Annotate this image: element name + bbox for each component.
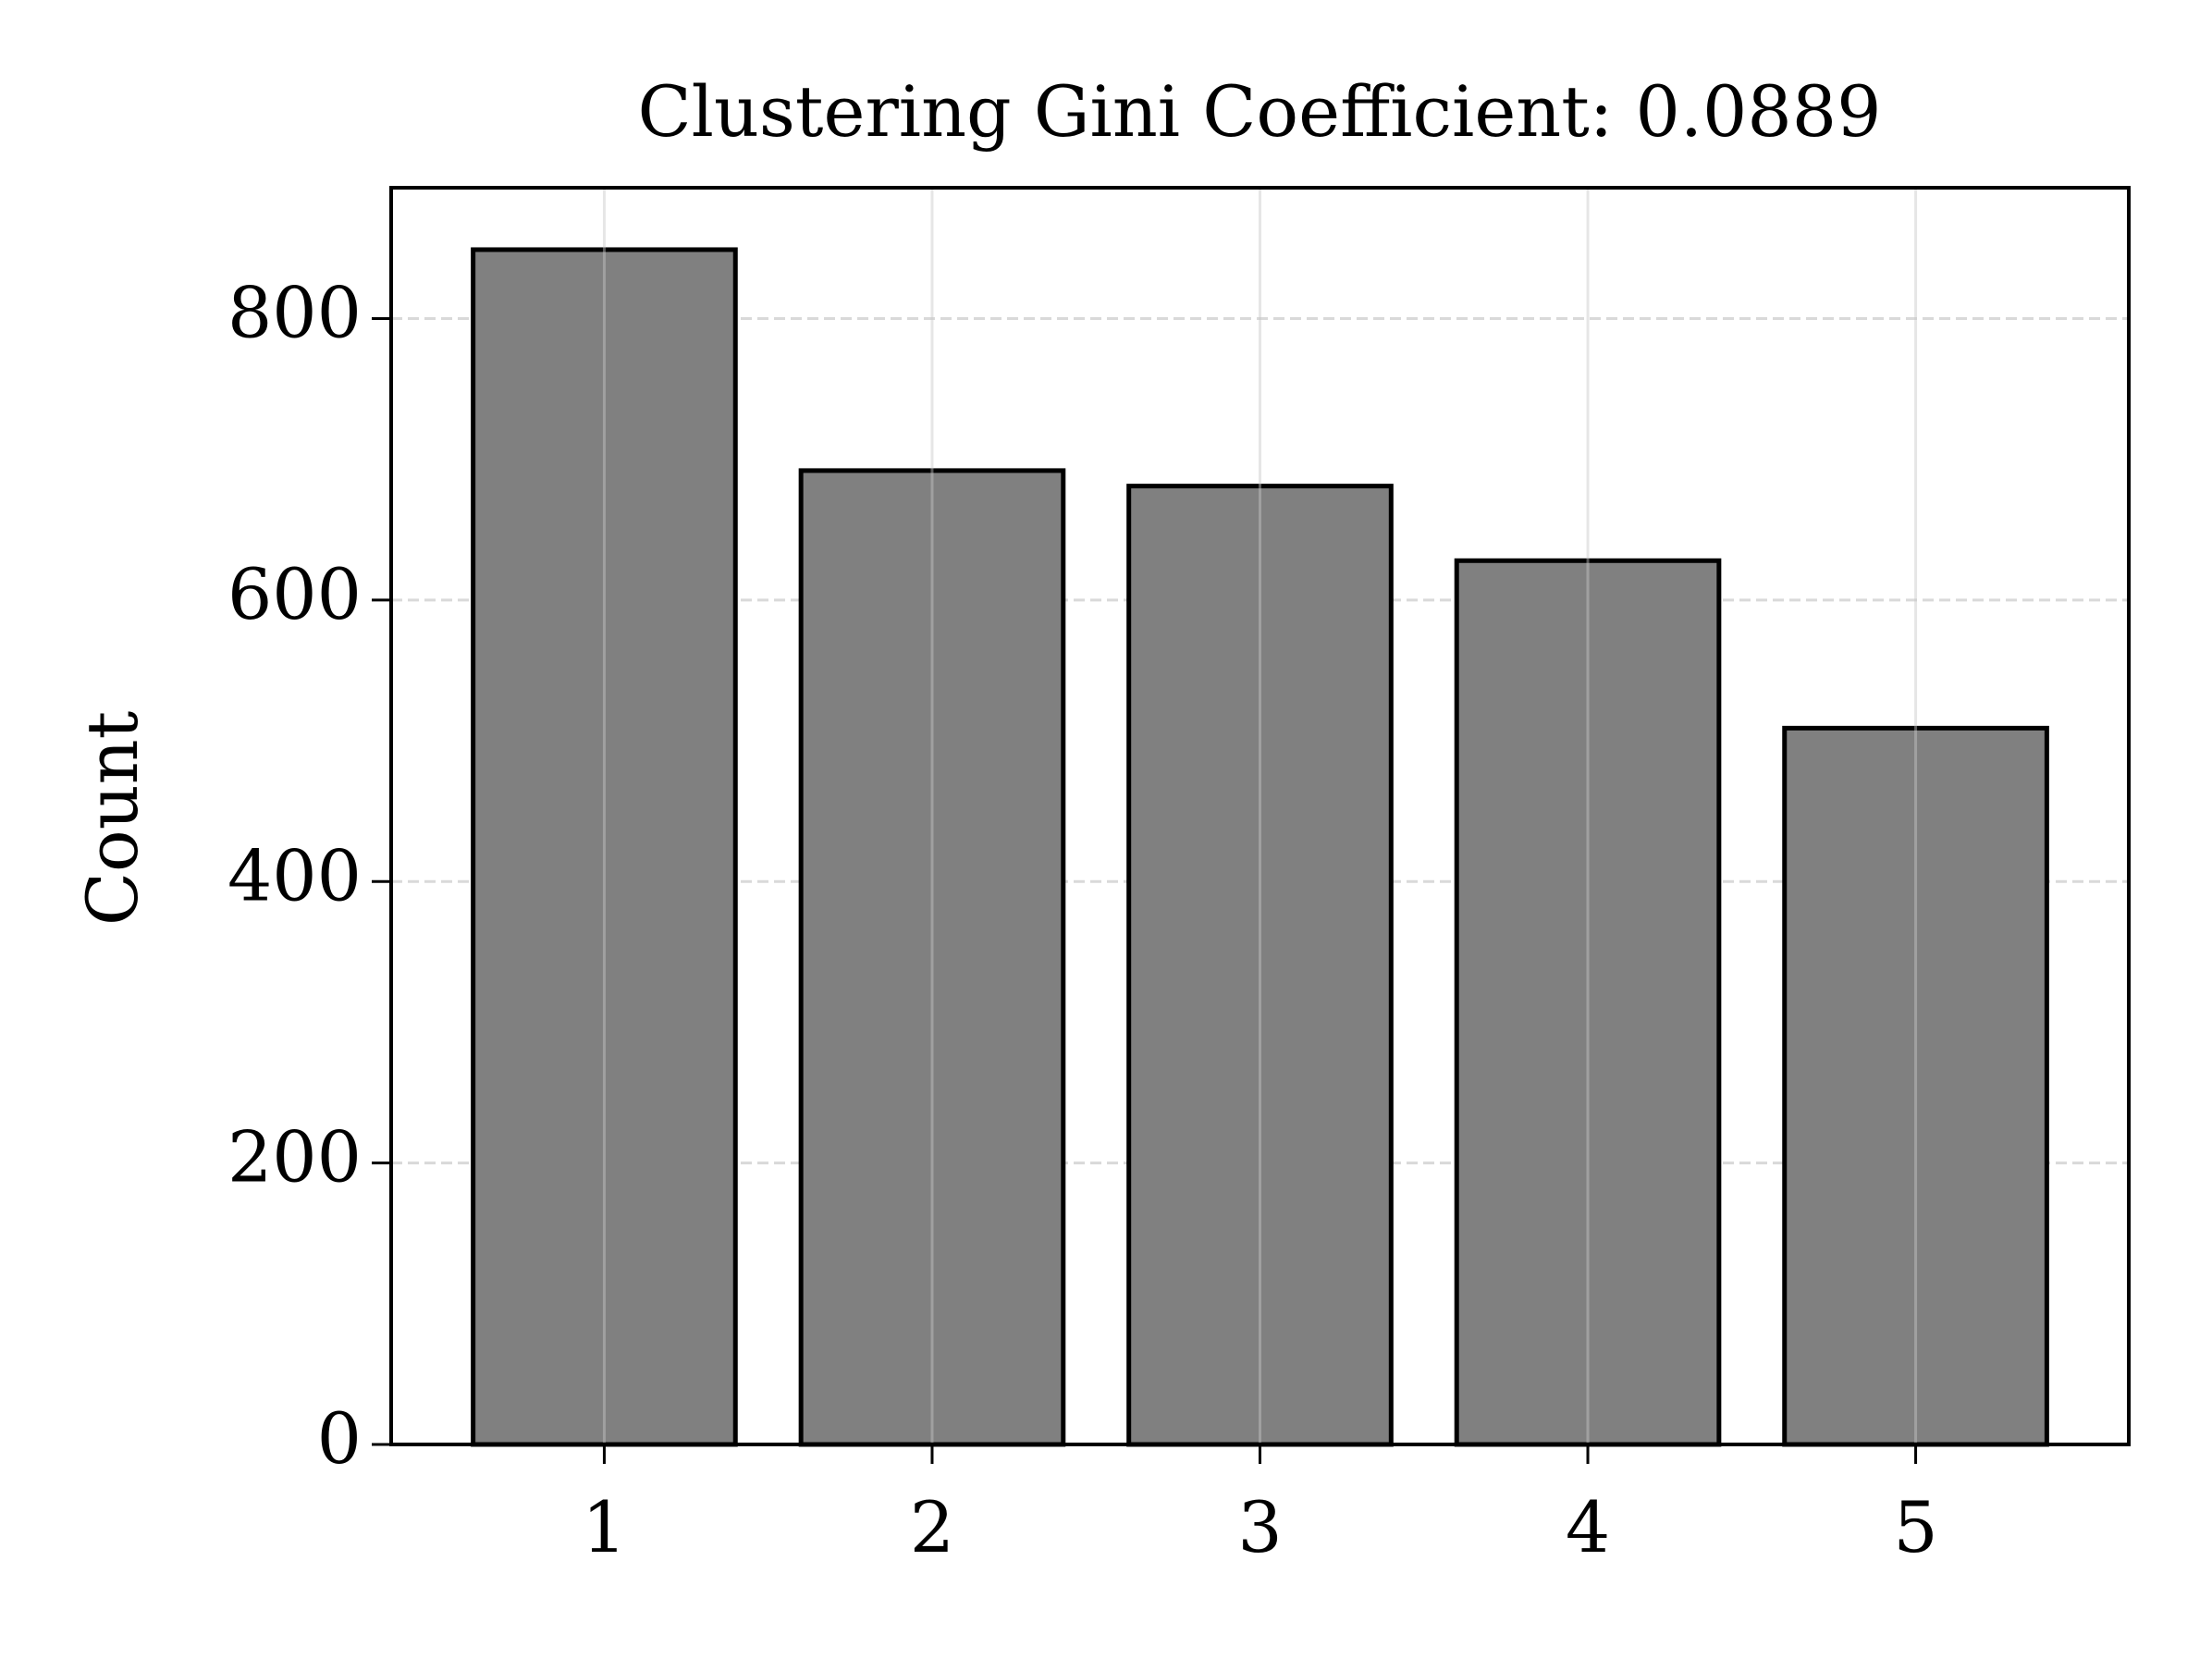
bar: [798, 468, 1066, 1447]
x-tick-label: 2: [910, 1486, 954, 1568]
bar: [1126, 484, 1394, 1447]
y-tick-label: 0: [317, 1397, 362, 1480]
bar: [471, 247, 738, 1447]
bar: [1782, 725, 2049, 1447]
y-tick-label: 400: [227, 834, 362, 916]
bar: [1454, 558, 1722, 1447]
y-axis-label: Count: [71, 711, 154, 926]
x-tick-label: 4: [1566, 1486, 1610, 1568]
y-tick-label: 200: [227, 1116, 362, 1198]
y-tick-label: 600: [227, 553, 362, 635]
plot-frame: [389, 186, 2131, 1446]
x-tick-label: 5: [1893, 1486, 1937, 1568]
chart-title: Clustering Gini Coefficient: 0.0889: [638, 70, 1882, 153]
x-tick-label: 1: [582, 1486, 626, 1568]
x-tick-label: 3: [1237, 1486, 1282, 1568]
y-tick-label: 800: [227, 272, 362, 354]
